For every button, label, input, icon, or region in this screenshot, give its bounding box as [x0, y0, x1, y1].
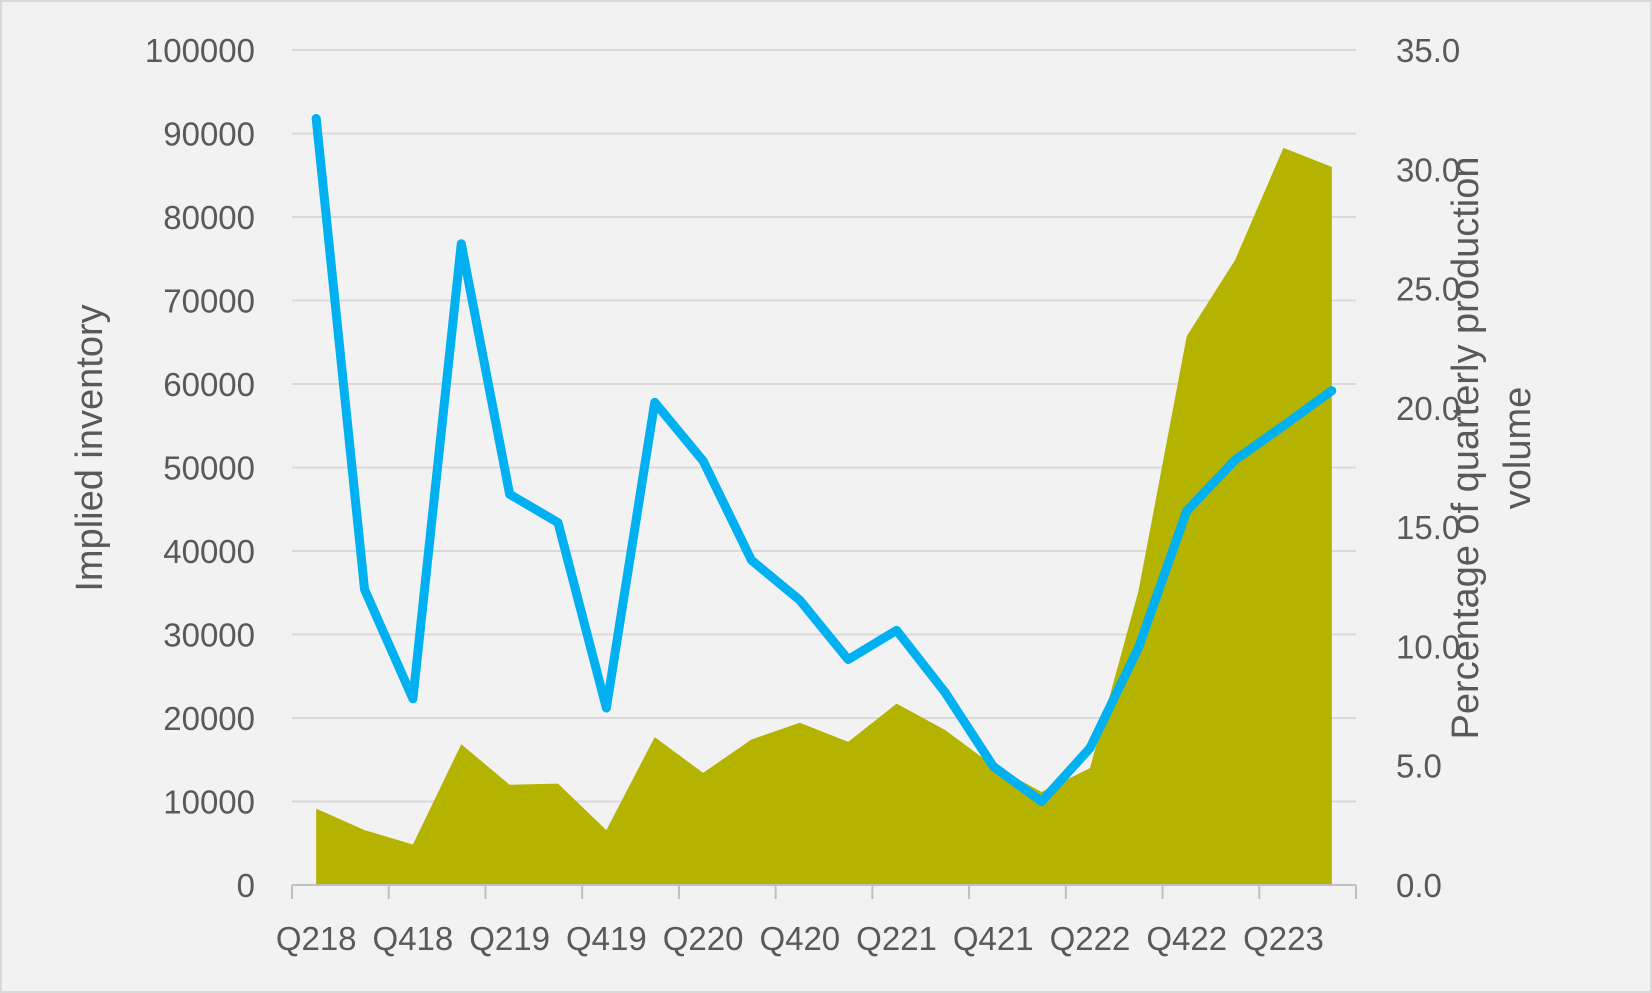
axes [291, 884, 1357, 899]
right-tick-label: 35.0 [1396, 32, 1460, 69]
x-tick-label: Q222 [1050, 920, 1131, 957]
area-series-layer [316, 147, 1332, 886]
right-tick-label: 15.0 [1396, 509, 1460, 546]
left-tick-label: 10000 [163, 784, 255, 821]
line-series [311, 113, 1337, 806]
right-tick-label: 20.0 [1396, 390, 1460, 427]
x-tick-label: Q420 [759, 920, 840, 957]
x-tick-label: Q419 [566, 920, 647, 957]
right-axis-title: Percentage of quarterly production volum… [1445, 156, 1539, 739]
left-tick-label: 100000 [145, 32, 255, 69]
x-axis-ticks: Q218 Q418 Q219 Q419 Q220 Q420 Q221 Q421 Q222 Q422… [276, 920, 1324, 957]
left-axis-title: Implied inventory [69, 304, 111, 591]
left-tick-label: 80000 [163, 199, 255, 236]
right-tick-label: 25.0 [1396, 271, 1460, 308]
x-tick-label: Q418 [373, 920, 454, 957]
left-tick-label: 70000 [163, 283, 255, 320]
right-axis-title-line-1: Percentage of quarterly production [1445, 156, 1487, 739]
line-series-layer [311, 113, 1337, 806]
right-axis-ticks: 0.0 5.0 10.0 15.0 20.0 25.0 30.0 35.0 [1396, 32, 1460, 904]
x-tick-label: Q223 [1243, 920, 1324, 957]
right-tick-label: 30.0 [1396, 151, 1460, 188]
x-tick-label: Q221 [856, 920, 937, 957]
x-tick-label: Q422 [1146, 920, 1227, 957]
right-tick-label: 0.0 [1396, 867, 1442, 904]
left-tick-label: 50000 [163, 450, 255, 487]
left-tick-label: 0 [237, 867, 255, 904]
x-tick-label: Q219 [469, 920, 550, 957]
left-tick-label: 30000 [163, 617, 255, 654]
left-axis-ticks: 0 10000 20000 30000 40000 50000 60000 70000 8000… [145, 32, 255, 904]
right-axis-title-line-2: volume [1497, 387, 1539, 510]
left-tick-label: 60000 [163, 366, 255, 403]
left-tick-label: 20000 [163, 700, 255, 737]
left-tick-label: 90000 [163, 116, 255, 153]
x-tick-label: Q421 [953, 920, 1034, 957]
x-tick-label: Q218 [276, 920, 357, 957]
left-tick-label: 40000 [163, 533, 255, 570]
area-series [316, 147, 1332, 886]
right-tick-label: 5.0 [1396, 748, 1442, 785]
right-tick-label: 10.0 [1396, 628, 1460, 665]
x-tick-label: Q220 [663, 920, 744, 957]
